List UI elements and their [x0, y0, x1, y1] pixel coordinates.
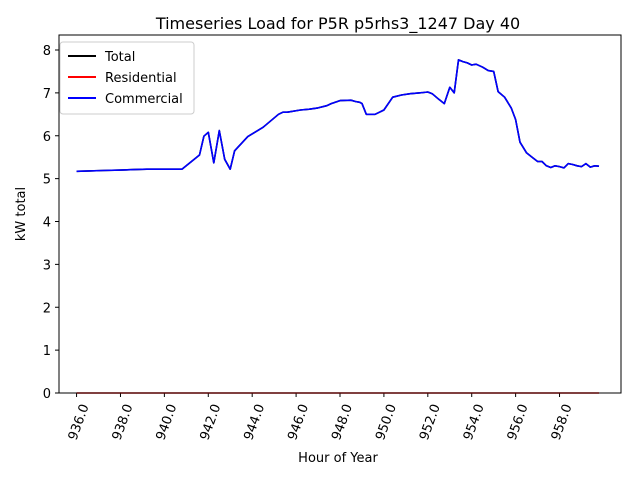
y-axis-label: kW total [14, 187, 29, 241]
y-tick-label: 3 [43, 258, 51, 273]
y-axis: 0 1 2 3 4 5 6 7 8 [43, 44, 59, 402]
chart-title: Timeseries Load for P5R p5rhs3_1247 Day … [155, 14, 520, 34]
y-tick-label: 1 [43, 344, 51, 359]
y-tick-label: 2 [43, 301, 51, 316]
y-tick-label: 5 [43, 173, 51, 188]
legend-label-commercial: Commercial [105, 92, 183, 107]
y-tick-label: 0 [43, 387, 51, 402]
x-axis-label: Hour of Year [298, 451, 378, 466]
y-tick-label: 6 [43, 130, 51, 145]
y-tick-label: 7 [43, 87, 51, 102]
legend-box [59, 41, 195, 115]
y-tick-label: 8 [43, 44, 51, 59]
plot-frame [58, 34, 622, 394]
y-tick-label: 4 [43, 216, 51, 231]
series-line-commercial [76, 59, 600, 173]
legend-label-residential: Residential [105, 71, 177, 86]
legend-label-total: Total [104, 50, 135, 65]
legend: Total Residential Commercial [59, 41, 195, 115]
